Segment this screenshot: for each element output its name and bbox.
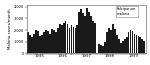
Bar <box>130 30 131 53</box>
Y-axis label: Malaria cases/month: Malaria cases/month <box>8 9 12 49</box>
Bar <box>86 8 88 53</box>
Bar <box>39 36 41 53</box>
Bar <box>71 25 72 53</box>
Bar <box>118 39 120 53</box>
Bar <box>29 35 31 53</box>
Bar <box>80 9 82 53</box>
Bar <box>143 41 145 53</box>
Bar <box>126 37 127 53</box>
Bar <box>51 29 53 53</box>
Bar <box>88 12 90 53</box>
Bar <box>124 39 126 53</box>
Bar <box>90 16 92 53</box>
Bar <box>35 30 37 53</box>
Bar <box>84 16 86 53</box>
Bar <box>73 27 74 53</box>
Bar <box>63 23 64 53</box>
Bar <box>69 28 70 53</box>
Bar <box>140 37 141 53</box>
Bar <box>120 43 122 53</box>
Bar <box>94 23 96 53</box>
Bar <box>134 34 135 53</box>
Bar <box>128 32 129 53</box>
Bar <box>98 44 100 53</box>
Bar <box>43 32 45 53</box>
Bar <box>75 28 76 53</box>
Bar <box>61 25 63 53</box>
Bar <box>78 12 80 53</box>
Bar <box>53 30 55 53</box>
Bar <box>33 34 35 53</box>
Bar <box>141 39 143 53</box>
Bar <box>65 21 66 53</box>
Bar <box>59 24 61 53</box>
Bar <box>138 36 139 53</box>
Bar <box>132 31 133 53</box>
Bar <box>57 28 59 53</box>
Bar <box>67 24 68 53</box>
Bar <box>37 31 39 53</box>
Bar <box>55 32 57 53</box>
Bar <box>108 28 110 53</box>
Bar <box>112 24 114 53</box>
Bar <box>27 32 29 53</box>
Bar <box>41 35 43 53</box>
Bar <box>136 35 137 53</box>
Bar <box>106 32 108 53</box>
Bar <box>45 30 47 53</box>
Bar <box>104 42 106 53</box>
Bar <box>114 29 116 53</box>
Bar <box>116 35 118 53</box>
Bar <box>100 45 102 53</box>
Bar <box>110 30 112 53</box>
Bar <box>31 37 33 53</box>
Bar <box>102 46 104 53</box>
Text: Falciparum
malaria: Falciparum malaria <box>117 7 136 16</box>
Bar <box>92 21 94 53</box>
Bar <box>122 41 124 53</box>
Bar <box>49 34 51 53</box>
Bar <box>47 31 49 53</box>
Bar <box>82 13 84 53</box>
Bar <box>76 25 78 53</box>
